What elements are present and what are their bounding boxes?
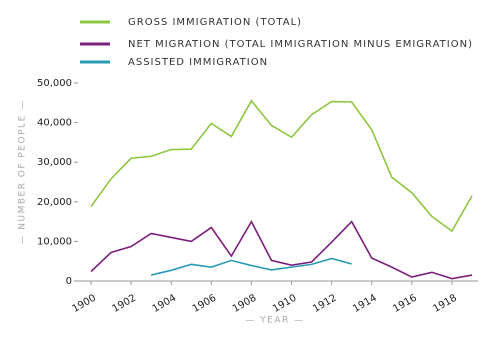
- x-tick-label: 1912: [311, 293, 339, 315]
- x-tick-label: 1916: [391, 293, 419, 315]
- y-axis-label: — NUMBER OF PEOPLE —: [18, 99, 28, 244]
- x-tick-label: 1902: [111, 293, 139, 315]
- series-line: [90, 99, 473, 233]
- x-axis-label: — YEAR —: [245, 316, 304, 326]
- y-tick-label: 10,000: [37, 236, 72, 247]
- series-line: [90, 219, 473, 280]
- series-line: [150, 257, 352, 276]
- y-tick-label: 20,000: [37, 197, 72, 208]
- x-tick-label: 1918: [431, 293, 459, 315]
- y-tick-label: 30,000: [37, 157, 72, 168]
- x-tick-label: 1904: [151, 293, 179, 315]
- legend-label: NET MIGRATION (TOTAL IMMIGRATION MINUS E…: [128, 39, 473, 50]
- x-tick-label: 1906: [191, 293, 219, 315]
- y-tick-label: 50,000: [37, 78, 72, 89]
- x-tick-label: 1908: [231, 293, 259, 315]
- legend-label: ASSISTED IMMIGRATION: [128, 57, 268, 68]
- x-tick-label: 1910: [271, 293, 299, 315]
- x-tick-label: 1900: [70, 293, 98, 315]
- legend-label: GROSS IMMIGRATION (TOTAL): [128, 17, 302, 28]
- y-tick-label: 40,000: [37, 118, 72, 129]
- x-tick-label: 1914: [351, 293, 379, 315]
- y-tick-label: 0: [66, 276, 72, 287]
